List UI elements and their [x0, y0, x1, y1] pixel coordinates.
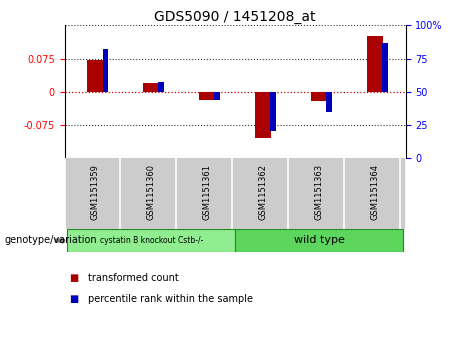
Text: genotype/variation: genotype/variation — [5, 236, 97, 245]
Text: ■: ■ — [69, 273, 78, 283]
Bar — [143, 83, 160, 92]
Bar — [270, 92, 276, 131]
Text: transformed count: transformed count — [88, 273, 178, 283]
Bar — [199, 92, 216, 100]
Bar — [311, 92, 327, 101]
Bar — [214, 92, 220, 100]
Bar — [366, 36, 383, 92]
Bar — [382, 42, 388, 92]
Text: ■: ■ — [69, 294, 78, 305]
Text: GSM1151363: GSM1151363 — [314, 164, 324, 220]
Bar — [87, 60, 104, 92]
Text: GSM1151360: GSM1151360 — [147, 164, 156, 220]
Bar — [326, 92, 332, 111]
Title: GDS5090 / 1451208_at: GDS5090 / 1451208_at — [154, 11, 316, 24]
Bar — [102, 49, 108, 92]
Text: GSM1151362: GSM1151362 — [259, 164, 267, 220]
Bar — [67, 229, 235, 252]
Text: GSM1151361: GSM1151361 — [203, 164, 212, 220]
Text: wild type: wild type — [294, 236, 344, 245]
Bar — [235, 229, 403, 252]
Text: cystatin B knockout Cstb-/-: cystatin B knockout Cstb-/- — [100, 236, 203, 245]
Text: GSM1151359: GSM1151359 — [91, 164, 100, 220]
Bar — [254, 92, 272, 138]
Bar — [159, 82, 164, 92]
Text: GSM1151364: GSM1151364 — [371, 164, 379, 220]
Text: percentile rank within the sample: percentile rank within the sample — [88, 294, 253, 305]
